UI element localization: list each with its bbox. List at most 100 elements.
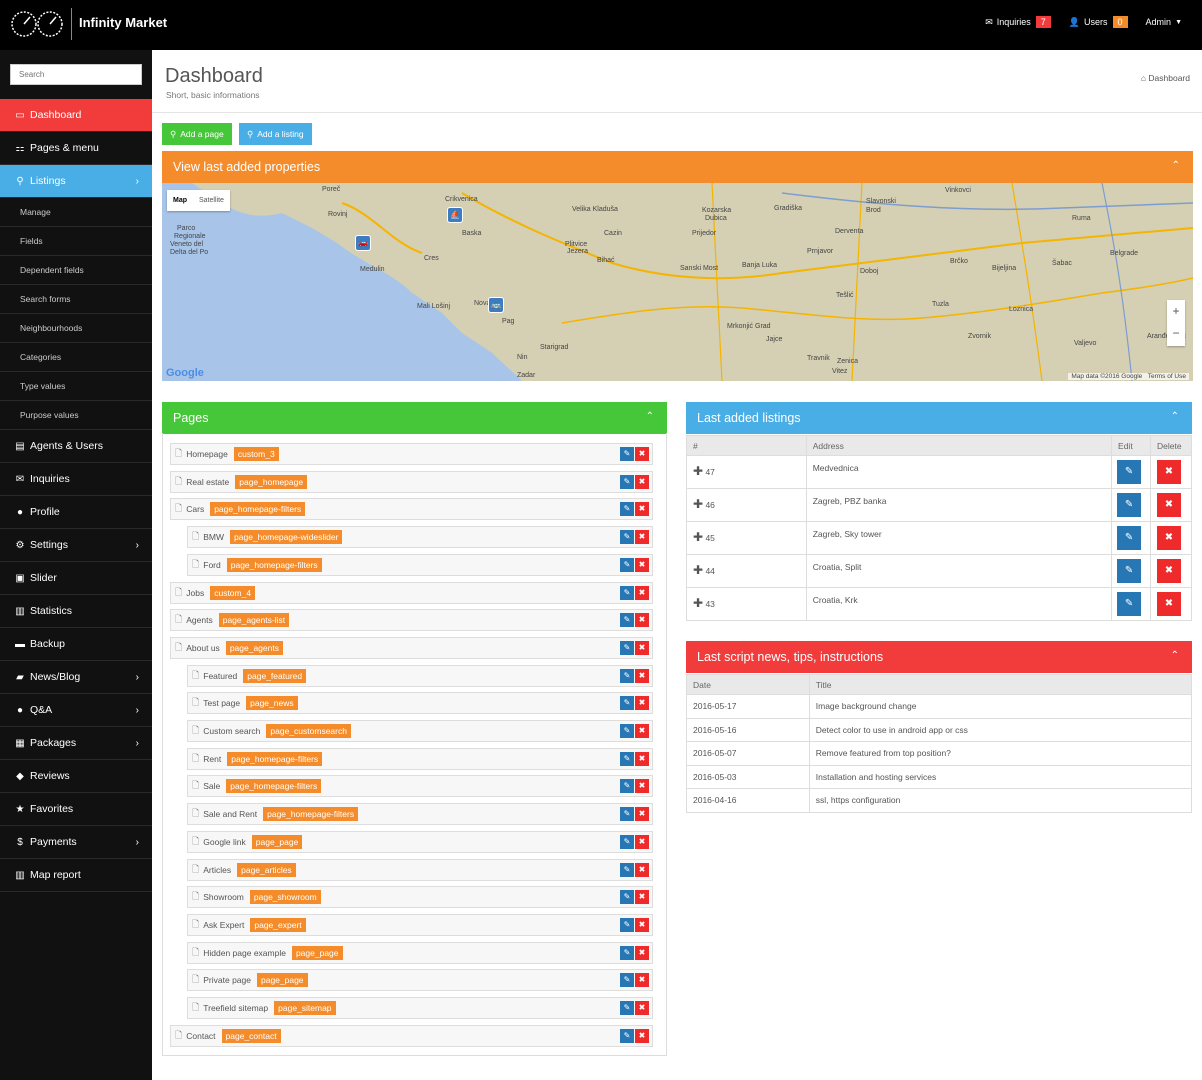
page-row[interactable]: 🗋 Treefield sitemap page_sitemap ✎ ✖ xyxy=(187,997,653,1019)
table-row[interactable]: 2016-05-03 Installation and hosting servi… xyxy=(686,764,1193,789)
sidebar-subitem-fields[interactable]: Fields xyxy=(0,227,152,256)
edit-icon[interactable]: ✎ xyxy=(620,862,634,877)
delete-icon[interactable]: ✖ xyxy=(635,890,649,905)
delete-icon[interactable]: ✖ xyxy=(635,696,649,711)
edit-icon[interactable]: ✎ xyxy=(620,779,634,794)
news-title[interactable]: ssl, https configuration xyxy=(808,788,1193,813)
sidebar-item-payments[interactable]: $ Payments › xyxy=(0,826,152,859)
plus-icon[interactable]: ✚ xyxy=(693,563,704,577)
edit-listing-button[interactable]: ✎ xyxy=(1117,460,1142,484)
edit-icon[interactable]: ✎ xyxy=(620,668,634,683)
page-row[interactable]: 🗋 Custom search page_customsearch ✎ ✖ xyxy=(187,720,653,742)
delete-icon[interactable]: ✖ xyxy=(635,1028,649,1043)
sidebar-item-news-blog[interactable]: ▰ News/Blog › xyxy=(0,661,152,694)
table-row[interactable]: 2016-04-16 ssl, https configuration xyxy=(686,788,1193,813)
users-link[interactable]: 👤 Users 0 xyxy=(1069,16,1128,28)
delete-icon[interactable]: ✖ xyxy=(635,668,649,683)
news-title[interactable]: Remove featured from top position? xyxy=(808,741,1193,766)
chevron-up-icon[interactable]: ⌃ xyxy=(1170,650,1179,661)
edit-icon[interactable]: ✎ xyxy=(620,945,634,960)
page-row[interactable]: 🗋 Articles page_articles ✎ ✖ xyxy=(187,858,653,881)
map-terrain[interactable]: Poreč Rovinj Crikvenica Baska Medulin Cres M… xyxy=(162,183,1193,381)
edit-listing-button[interactable]: ✎ xyxy=(1117,592,1142,616)
terms-link[interactable]: Terms of Use xyxy=(1147,373,1186,380)
map-type-map[interactable]: Map xyxy=(173,197,187,204)
sidebar-subitem-dependent-fields[interactable]: Dependent fields xyxy=(0,256,152,285)
delete-icon[interactable]: ✖ xyxy=(635,917,649,932)
delete-icon[interactable]: ✖ xyxy=(635,640,649,655)
page-row[interactable]: 🗋 About us page_agents ✎ ✖ xyxy=(170,636,653,659)
delete-listing-button[interactable]: ✖ xyxy=(1157,460,1181,484)
sidebar-item-favorites[interactable]: ★ Favorites xyxy=(0,793,152,826)
sidebar-subitem-purpose-values[interactable]: Purpose values xyxy=(0,401,152,430)
edit-icon[interactable]: ✎ xyxy=(620,724,634,738)
delete-icon[interactable]: ✖ xyxy=(635,557,649,572)
page-row[interactable]: 🗋 Google link page_page ✎ ✖ xyxy=(187,830,653,853)
admin-menu[interactable]: Admin ▼ xyxy=(1146,17,1182,27)
page-row[interactable]: 🗋 Contact page_contact ✎ ✖ xyxy=(170,1024,653,1047)
page-row[interactable]: 🗋 Sale and Rent page_homepage-filters ✎ ✖ xyxy=(187,803,653,826)
sidebar-item-reviews[interactable]: ◆ Reviews xyxy=(0,760,152,793)
sidebar-item-slider[interactable]: ▣ Slider xyxy=(0,562,152,595)
sidebar-item-listings[interactable]: ⚲ Listings › xyxy=(0,165,152,198)
delete-icon[interactable]: ✖ xyxy=(635,474,649,489)
breadcrumb[interactable]: ⌂ Dashboard xyxy=(1141,73,1190,83)
edit-listing-button[interactable]: ✎ xyxy=(1117,559,1142,583)
sidebar-item-pages-menu[interactable]: ⚏ Pages & menu xyxy=(0,132,152,165)
delete-icon[interactable]: ✖ xyxy=(635,585,649,600)
delete-icon[interactable]: ✖ xyxy=(635,530,649,545)
pages-panel-header[interactable]: Pages ⌃ xyxy=(162,402,667,434)
delete-icon[interactable]: ✖ xyxy=(635,807,649,822)
edit-icon[interactable]: ✎ xyxy=(620,530,634,545)
page-row[interactable]: 🗋 Ford page_homepage-filters ✎ ✖ xyxy=(187,553,653,576)
plus-icon[interactable]: ✚ xyxy=(693,464,704,478)
sidebar-item-statistics[interactable]: ▥ Statistics xyxy=(0,595,152,628)
delete-icon[interactable]: ✖ xyxy=(635,447,649,461)
edit-icon[interactable]: ✎ xyxy=(620,917,634,932)
camper-marker-icon[interactable]: 🚌 xyxy=(488,297,504,313)
page-row[interactable]: 🗋 Sale page_homepage-filters ✎ ✖ xyxy=(187,775,653,798)
edit-icon[interactable]: ✎ xyxy=(620,502,634,517)
edit-icon[interactable]: ✎ xyxy=(620,890,634,905)
plus-icon[interactable]: ✚ xyxy=(693,596,704,610)
page-row[interactable]: 🗋 BMW page_homepage-wideslider ✎ ✖ xyxy=(187,526,653,549)
delete-listing-button[interactable]: ✖ xyxy=(1157,526,1181,550)
chevron-up-icon[interactable]: ⌃ xyxy=(645,411,654,422)
edit-icon[interactable]: ✎ xyxy=(620,751,634,766)
page-row[interactable]: 🗋 Ask Expert page_expert ✎ ✖ xyxy=(187,913,653,936)
plus-icon[interactable]: ✚ xyxy=(693,497,704,511)
delete-listing-button[interactable]: ✖ xyxy=(1157,493,1181,517)
delete-icon[interactable]: ✖ xyxy=(635,973,649,988)
delete-icon[interactable]: ✖ xyxy=(635,724,649,738)
sidebar-subitem-neighbourhoods[interactable]: Neighbourhoods xyxy=(0,314,152,343)
page-row[interactable]: 🗋 Jobs custom_4 ✎ ✖ xyxy=(170,581,653,604)
sidebar-item-agents-users[interactable]: ▤ Agents & Users xyxy=(0,430,152,463)
brand-name[interactable]: Infinity Market xyxy=(79,15,168,30)
table-row[interactable]: 2016-05-16 Detect color to use in android… xyxy=(686,717,1193,742)
page-row[interactable]: 🗋 Hidden page example page_page ✎ ✖ xyxy=(187,941,653,964)
delete-icon[interactable]: ✖ xyxy=(635,1001,649,1015)
edit-icon[interactable]: ✎ xyxy=(620,557,634,572)
news-title[interactable]: Detect color to use in android app or cs… xyxy=(808,717,1193,742)
sidebar-item-map-report[interactable]: ▥ Map report xyxy=(0,859,152,892)
boat-marker-icon[interactable]: ⛵ xyxy=(447,207,463,223)
page-row[interactable]: 🗋 Showroom page_showroom ✎ ✖ xyxy=(187,886,653,909)
page-row[interactable]: 🗋 Test page page_news ✎ ✖ xyxy=(187,692,653,715)
add-listing-button[interactable]: ⚲ Add a listing xyxy=(239,123,312,145)
edit-icon[interactable]: ✎ xyxy=(620,640,634,655)
delete-icon[interactable]: ✖ xyxy=(635,945,649,960)
sidebar-item-dashboard[interactable]: ▭ Dashboard xyxy=(0,99,152,132)
news-panel-header[interactable]: Last script news, tips, instructions ⌃ xyxy=(686,641,1192,673)
edit-icon[interactable]: ✎ xyxy=(620,696,634,711)
page-row[interactable]: 🗋 Agents page_agents-list ✎ ✖ xyxy=(170,609,653,632)
news-title[interactable]: Installation and hosting services xyxy=(808,764,1193,789)
sidebar-subitem-type-values[interactable]: Type values xyxy=(0,372,152,401)
sidebar-item-profile[interactable]: ● Profile xyxy=(0,496,152,529)
chevron-up-icon[interactable]: ⌃ xyxy=(1170,411,1179,422)
edit-icon[interactable]: ✎ xyxy=(620,1028,634,1043)
edit-listing-button[interactable]: ✎ xyxy=(1117,493,1142,517)
map-type-toggle[interactable]: Map Satellite xyxy=(167,190,230,211)
sidebar-subitem-manage[interactable]: Manage xyxy=(0,198,152,227)
edit-icon[interactable]: ✎ xyxy=(620,834,634,849)
sidebar-item-q-a[interactable]: ● Q&A › xyxy=(0,694,152,727)
